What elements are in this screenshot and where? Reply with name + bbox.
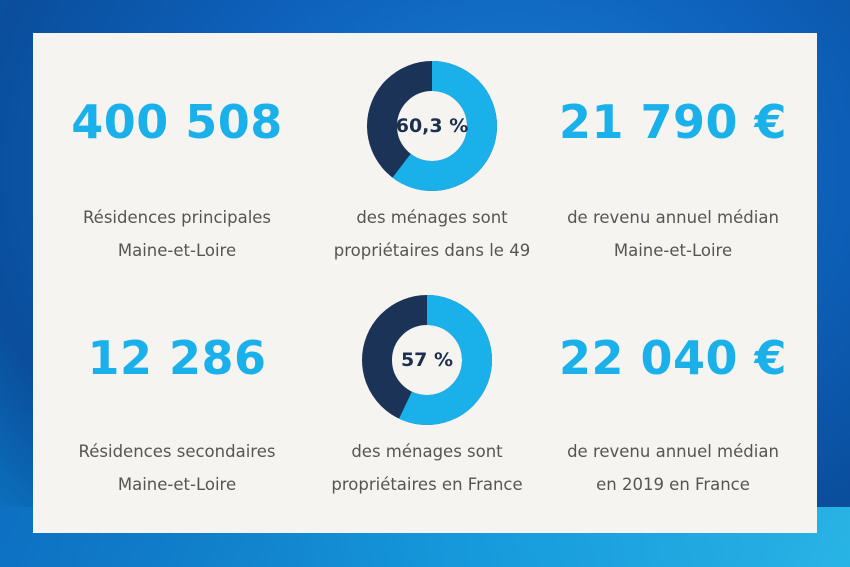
donut-label-line2: propriétaires en France: [331, 475, 523, 494]
stat-value: 22 040 €: [558, 331, 788, 385]
stat-label-line1: de revenu annuel médian: [567, 442, 779, 461]
stat-label-line2: Maine-et-Loire: [117, 475, 237, 494]
donut-label-line1: des ménages sont: [356, 208, 508, 227]
donut-share-arc: [362, 295, 492, 425]
stat-label-line1: de revenu annuel médian: [567, 208, 779, 227]
donut-percentage: 60,3 %: [395, 115, 469, 137]
donut-share-arc: [367, 61, 497, 191]
stat-label-line2: en 2019 en France: [596, 475, 750, 494]
donut-chart-49: 60,3 %: [367, 61, 497, 191]
donut-chart-france: 57 %: [362, 295, 492, 425]
infographic-card: 400 508 Résidences principales Maine-et-…: [33, 33, 817, 533]
donut-label-line1: des ménages sont: [351, 442, 503, 461]
stat-label-line1: Résidences principales: [82, 208, 272, 227]
stat-value: 21 790 €: [558, 95, 788, 149]
donut-percentage: 57 %: [400, 349, 454, 371]
stat-value: 12 286: [87, 331, 267, 385]
donut-svg: [362, 295, 492, 425]
stat-label-line1: Résidences secondaires: [78, 442, 276, 461]
donut-svg: [367, 61, 497, 191]
stat-label-line2: Maine-et-Loire: [117, 241, 237, 260]
donut-label-line2: propriétaires dans le 49: [333, 241, 531, 260]
stat-label-line2: Maine-et-Loire: [613, 241, 733, 260]
stat-value: 400 508: [71, 95, 283, 149]
